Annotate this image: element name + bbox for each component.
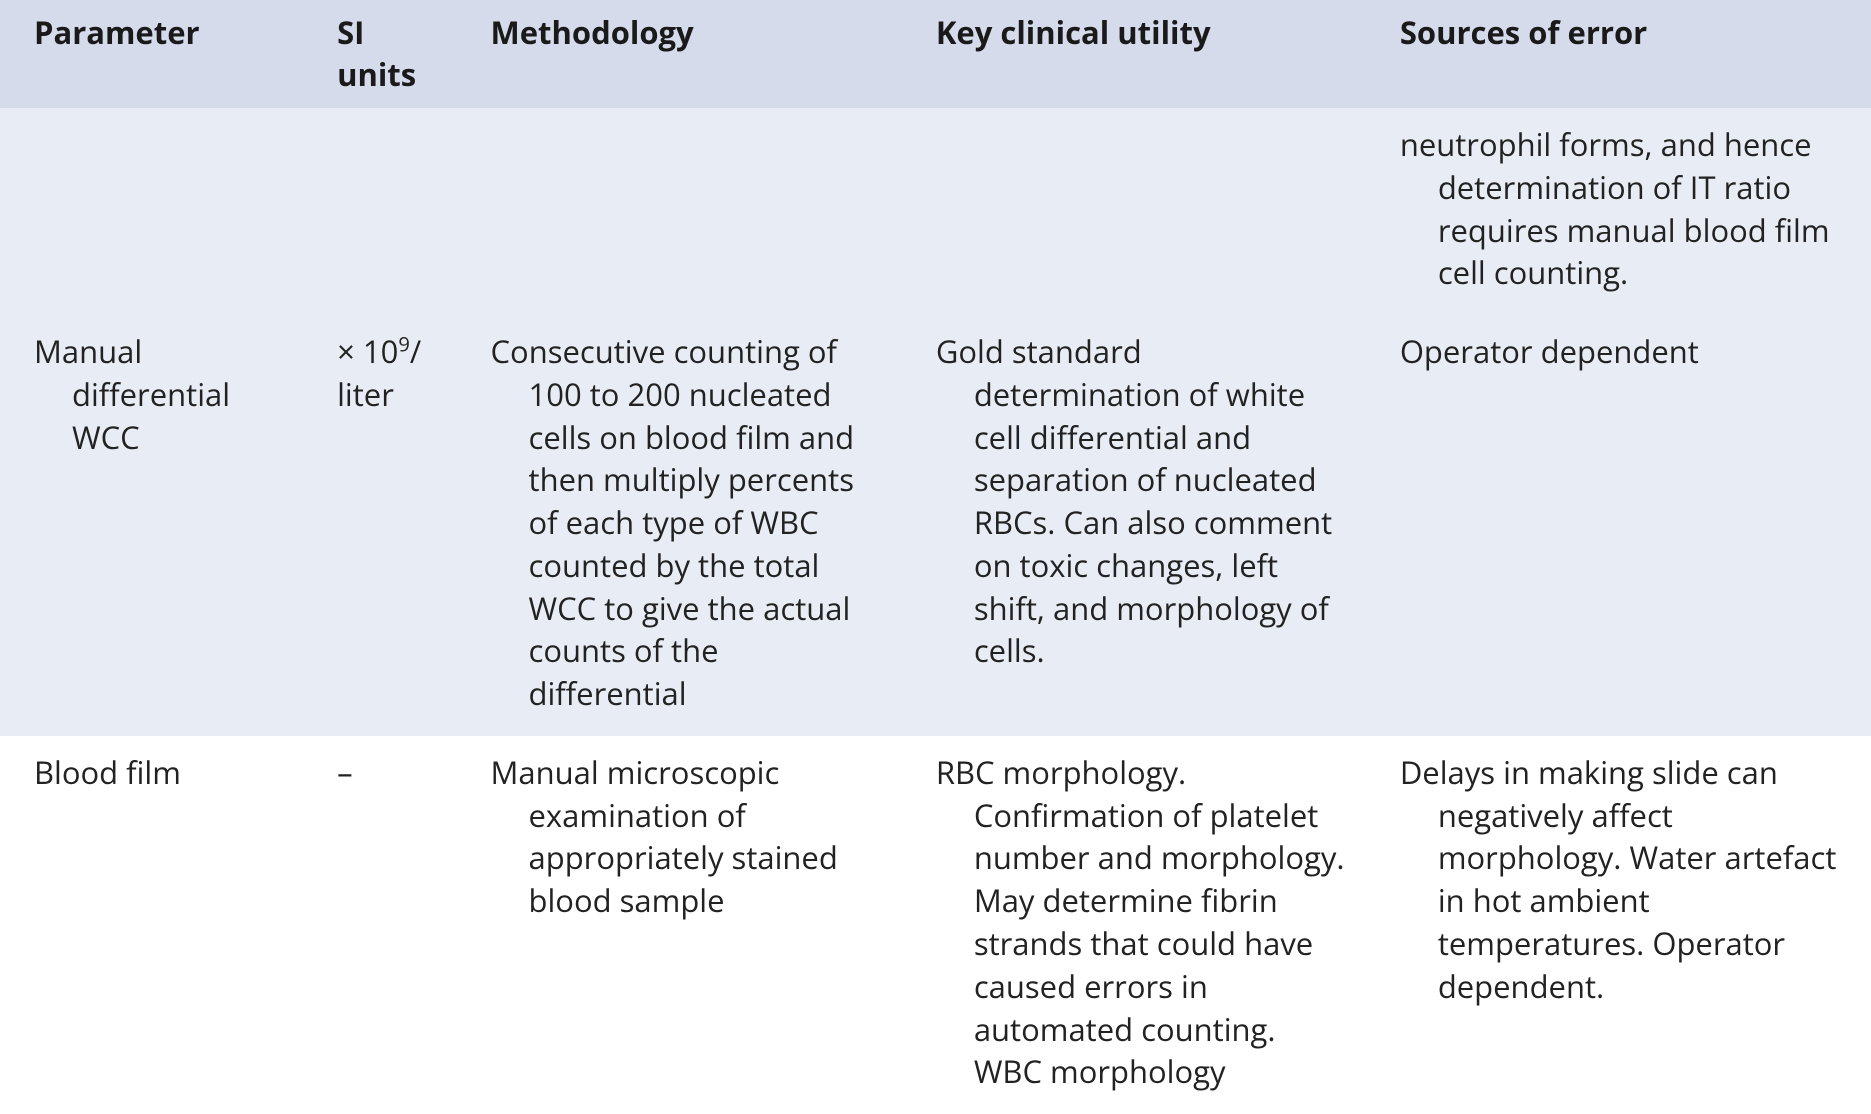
col-header-si-units: SI units xyxy=(303,0,456,108)
si-units-value: × 109/ liter xyxy=(337,331,421,416)
cell-parameter: Blood film xyxy=(0,736,303,1114)
table-row: Manual differential WCC × 109/ liter Con… xyxy=(0,315,1871,736)
cell-errors: Operator dependent xyxy=(1366,315,1871,736)
cell-methodology: Manual microscopic examination of approp… xyxy=(457,736,902,1114)
table-row: neutrophil forms, and hence determinatio… xyxy=(0,108,1871,315)
col-header-methodology: Methodology xyxy=(457,0,902,108)
cell-methodology xyxy=(457,108,902,315)
cell-parameter: Manual differential WCC xyxy=(0,315,303,736)
col-header-parameter: Parameter xyxy=(0,0,303,108)
col-header-utility: Key clinical utility xyxy=(902,0,1366,108)
hematology-parameters-table: Parameter SI units Methodology Key clini… xyxy=(0,0,1871,1114)
cell-errors: neutrophil forms, and hence determinatio… xyxy=(1366,108,1871,315)
cell-utility: RBC morphology. Confirmation of platelet… xyxy=(902,736,1366,1114)
cell-si-units xyxy=(303,108,456,315)
page-root: Parameter SI units Methodology Key clini… xyxy=(0,0,1871,1096)
cell-utility xyxy=(902,108,1366,315)
cell-errors: Delays in making slide can negatively af… xyxy=(1366,736,1871,1114)
table-row: Blood film – Manual microscopic examinat… xyxy=(0,736,1871,1114)
table-header-row: Parameter SI units Methodology Key clini… xyxy=(0,0,1871,108)
col-header-errors: Sources of error xyxy=(1366,0,1871,108)
cell-utility: Gold standard determination of white cel… xyxy=(902,315,1366,736)
cell-si-units: × 109/ liter xyxy=(303,315,456,736)
cell-parameter xyxy=(0,108,303,315)
cell-si-units: – xyxy=(303,736,456,1114)
cell-methodology: Consecutive counting of 100 to 200 nucle… xyxy=(457,315,902,736)
